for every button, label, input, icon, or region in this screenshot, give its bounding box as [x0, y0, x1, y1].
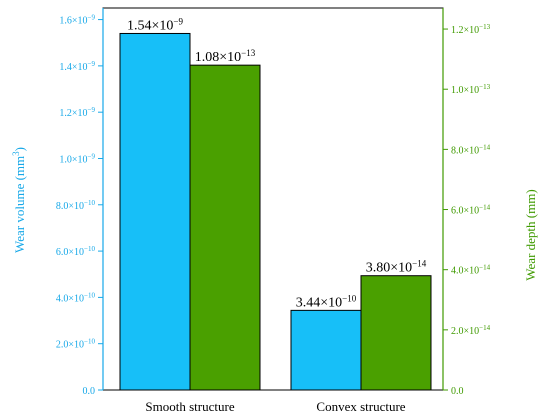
- bar: [360, 275, 432, 391]
- bar: [290, 309, 362, 391]
- left-tick-label: 1.0×10−9: [59, 152, 95, 165]
- right-tick-label: 4.0×10−14: [451, 264, 491, 277]
- left-axis: 0.0 2.0×10−10 4.0×10−10 6.0×10−10 8.0×10−10 1…: [56, 8, 104, 397]
- bars: [119, 32, 432, 391]
- bar: [189, 64, 261, 391]
- data-labels: 1.54×10−9 1.08×10−13 3.44×10−10 3.80×10−14: [127, 16, 427, 310]
- right-tick-label: 1.0×10−13: [451, 83, 491, 96]
- right-axis: 0.0 2.0×10−14 4.0×10−14 6.0×10−14 8.0×10−14 1…: [442, 8, 491, 397]
- left-tick-label: 0.0: [83, 386, 96, 397]
- left-tick-label: 1.6×10−9: [59, 14, 95, 27]
- y-axis-title-right: Wear depth (mm): [523, 189, 538, 280]
- category-label: Smooth structure: [145, 399, 234, 414]
- right-tick-label: 8.0×10−14: [451, 143, 491, 156]
- left-tick-label: 1.4×10−9: [59, 60, 95, 73]
- left-tick-label: 2.0×10−10: [56, 338, 96, 351]
- bar-value-label: 1.08×10−13: [195, 48, 256, 65]
- category-labels: Smooth structure Convex structure: [145, 399, 405, 414]
- bar-value-label: 3.44×10−10: [296, 293, 357, 310]
- left-tick-label: 8.0×10−10: [56, 199, 96, 212]
- bar-value-label: 1.54×10−9: [127, 16, 183, 33]
- right-tick-label: 6.0×10−14: [451, 204, 491, 217]
- y-axis-title-left: Wear volume (mm3): [11, 147, 27, 253]
- category-label: Convex structure: [316, 399, 405, 414]
- bar: [119, 32, 191, 391]
- right-tick-label: 2.0×10−14: [451, 324, 491, 337]
- right-tick-label: 0.0: [451, 386, 464, 397]
- left-tick-label: 4.0×10−10: [56, 291, 96, 304]
- left-tick-label: 1.2×10−9: [59, 106, 95, 119]
- right-tick-label: 1.2×10−13: [451, 23, 491, 36]
- bar-value-label: 3.80×10−14: [366, 259, 427, 276]
- left-tick-label: 6.0×10−10: [56, 245, 96, 258]
